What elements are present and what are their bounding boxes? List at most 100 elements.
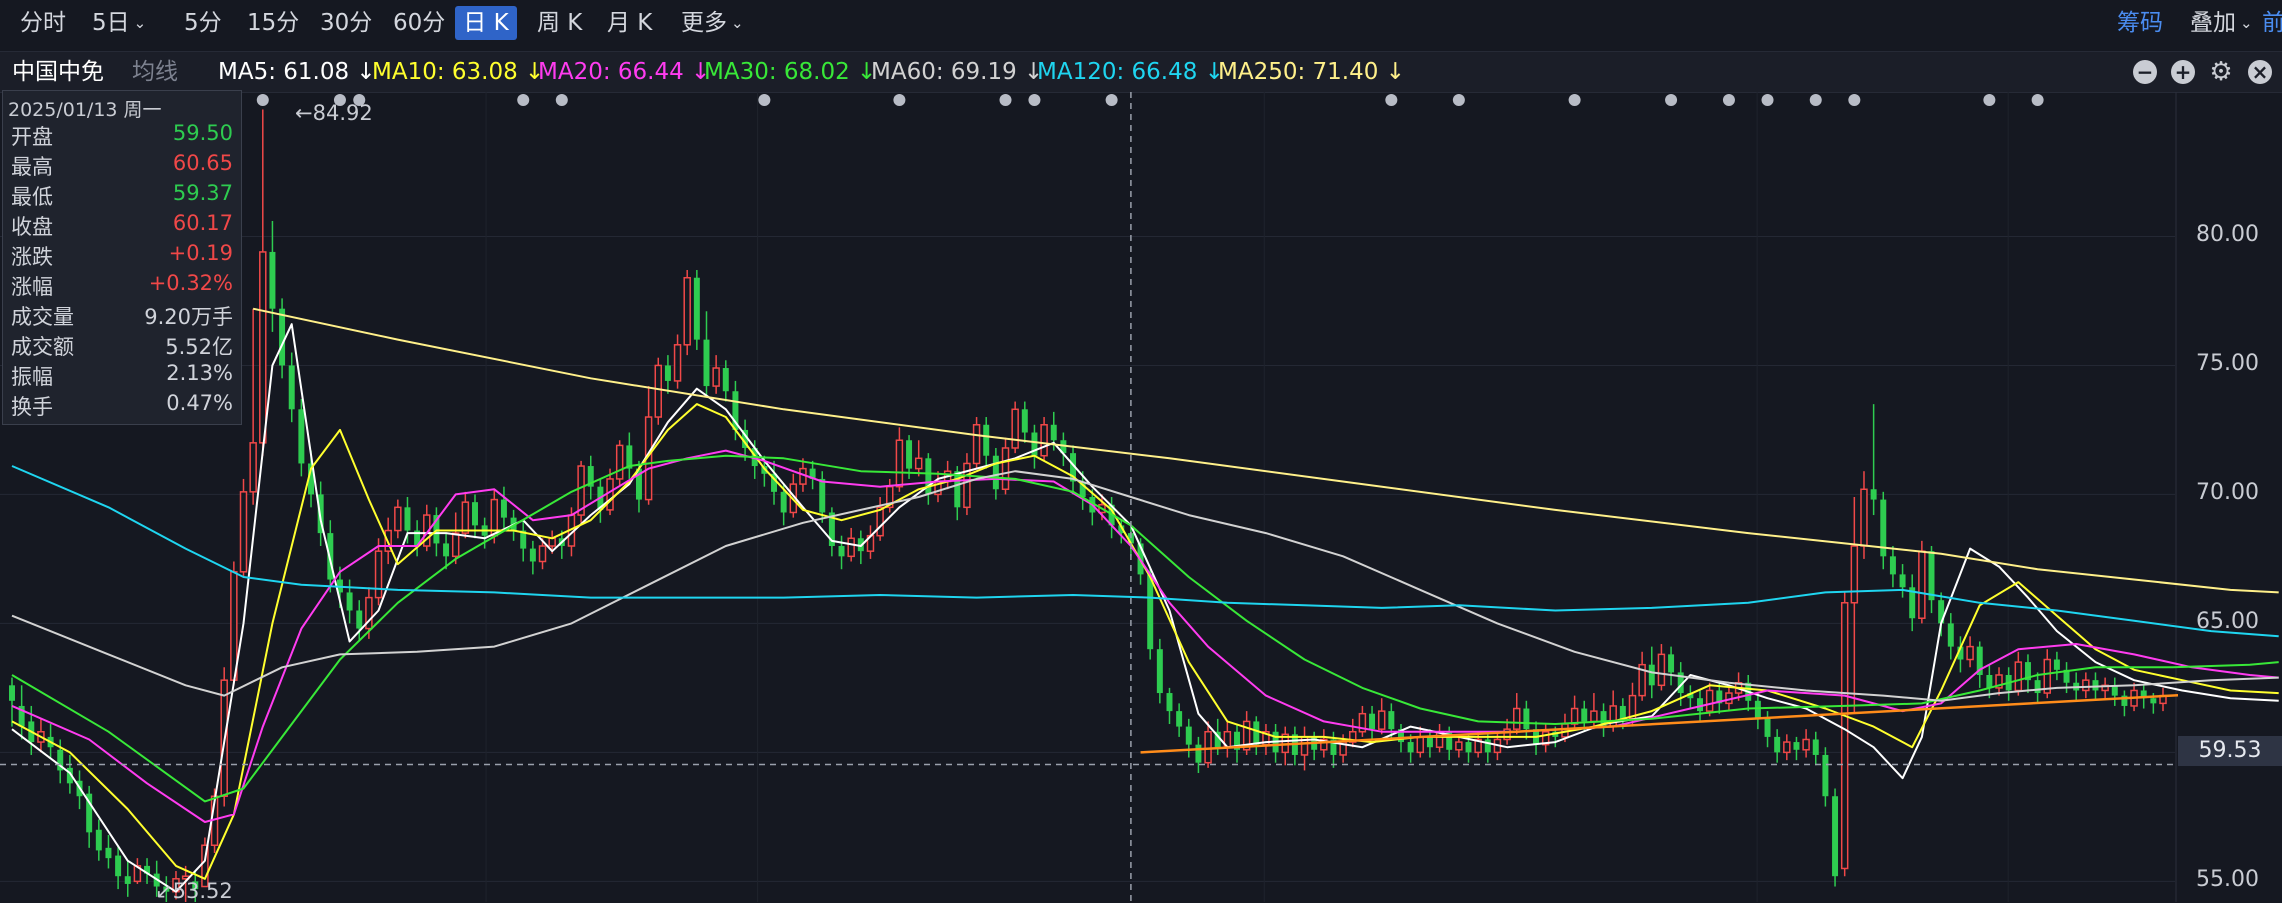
tab-label: 周 K: [537, 10, 583, 36]
candle-body: [472, 502, 478, 526]
candle-body: [1127, 533, 1134, 544]
stock-name: 中国中免: [12, 59, 104, 85]
candle-body: [1860, 488, 1868, 547]
candle-body: [1166, 693, 1173, 712]
event-marker-dot: [1983, 94, 1996, 106]
tab-0[interactable]: 分时: [14, 6, 72, 40]
minus-icon[interactable]: −: [2133, 60, 2157, 84]
chevron-down-icon: ⌄: [133, 14, 147, 32]
candle-body: [66, 767, 73, 784]
candle-body: [1369, 713, 1376, 730]
info-row: 成交额 5.52亿: [9, 331, 237, 361]
candle-body: [1426, 736, 1433, 748]
candle-body: [259, 251, 267, 444]
candle-body: [1774, 736, 1781, 753]
candle-body: [1793, 742, 1800, 750]
ma10-legend: MA10: 63.08 ↓: [372, 59, 545, 85]
candle-body: [1320, 738, 1328, 751]
candle-body: [1697, 698, 1703, 712]
tab-6[interactable]: 日 K: [455, 6, 517, 40]
candle-body: [2111, 685, 2118, 696]
candlestick-chart[interactable]: [0, 92, 2282, 902]
info-row: 涨幅 +0.32%: [9, 271, 237, 301]
tab-label: 更多: [681, 10, 727, 36]
candle-body: [548, 537, 556, 547]
indicator-type-selector[interactable]: 均线: [132, 59, 178, 85]
close-icon[interactable]: ×: [2248, 60, 2272, 84]
candle-body: [288, 365, 295, 410]
candle-body: [1995, 674, 2003, 689]
info-row: 换手 0.47%: [9, 391, 237, 421]
candle-body: [732, 391, 739, 430]
candle-body: [2063, 669, 2070, 683]
candle-body: [1976, 646, 1983, 675]
ma30-line: [11, 454, 2279, 803]
candle-body: [1802, 738, 1810, 751]
event-marker-dot: [333, 94, 346, 106]
candle-body: [673, 344, 682, 382]
candle-body: [1253, 721, 1260, 745]
candle-body: [1118, 525, 1125, 534]
candle-body: [1388, 711, 1395, 730]
candle-body: [1638, 663, 1646, 697]
info-label: 最高: [11, 155, 53, 179]
tab-8[interactable]: 月 K: [601, 6, 658, 40]
chip-button[interactable]: 筹码: [2117, 10, 2163, 36]
candle-body: [654, 364, 663, 418]
candle-body: [1648, 664, 1655, 686]
candle-body: [124, 876, 131, 884]
candle-body: [298, 409, 305, 464]
candle-body: [1657, 653, 1666, 687]
info-label: 最低: [11, 185, 53, 209]
gear-icon[interactable]: ⚙: [2209, 57, 2233, 87]
candle-body: [895, 439, 904, 488]
tab-5[interactable]: 60分: [387, 6, 451, 40]
candle-body: [664, 365, 671, 381]
candle-body: [1446, 731, 1453, 750]
candle-body: [1590, 710, 1598, 723]
info-value: 0.47%: [166, 391, 233, 415]
candle-body: [1214, 731, 1221, 748]
event-marker-dot: [353, 94, 366, 106]
tab-3[interactable]: 15分: [241, 6, 305, 40]
candle-body: [1040, 424, 1048, 457]
candle-body: [1957, 646, 1964, 660]
tab-label: 月 K: [607, 10, 653, 36]
info-label: 开盘: [11, 125, 53, 149]
candle-body: [780, 491, 787, 513]
candle-body: [722, 368, 729, 392]
candle-body: [1764, 718, 1771, 737]
info-row: 开盘 59.50: [9, 121, 237, 151]
tab-1[interactable]: 5日 ⌄: [86, 6, 152, 40]
price-tick-label: 80.00: [2196, 222, 2259, 248]
candle-body: [1840, 602, 1849, 870]
ma60-line: [11, 470, 2279, 702]
candle-body: [538, 545, 547, 563]
tab-label: 30分: [320, 10, 373, 36]
tab-7[interactable]: 周 K: [531, 6, 588, 40]
candle-body: [828, 512, 835, 547]
candle-body: [838, 546, 845, 557]
candle-body: [249, 442, 257, 493]
candle-body: [1986, 674, 1993, 688]
plus-icon[interactable]: +: [2171, 60, 2195, 84]
candle-body: [771, 473, 778, 492]
candle-body: [1349, 730, 1357, 743]
candle-body: [1918, 550, 1926, 619]
candle-body: [1185, 726, 1192, 745]
tab-label: 5分: [184, 10, 222, 36]
candle-body: [587, 466, 594, 487]
info-value: 5.52亿: [165, 335, 233, 359]
front-button[interactable]: 前: [2262, 10, 2282, 36]
overlay-button[interactable]: 叠加 ⌄: [2190, 6, 2253, 40]
candle-body: [269, 251, 276, 309]
candle-body: [163, 886, 170, 892]
event-marker-dot: [1568, 94, 1581, 106]
candle-body: [635, 468, 642, 500]
candle-body: [683, 276, 691, 346]
tab-4[interactable]: 30分: [314, 6, 378, 40]
candle-body: [1407, 742, 1414, 753]
tab-9[interactable]: 更多 ⌄: [675, 6, 750, 40]
tab-2[interactable]: 5分: [178, 6, 228, 40]
